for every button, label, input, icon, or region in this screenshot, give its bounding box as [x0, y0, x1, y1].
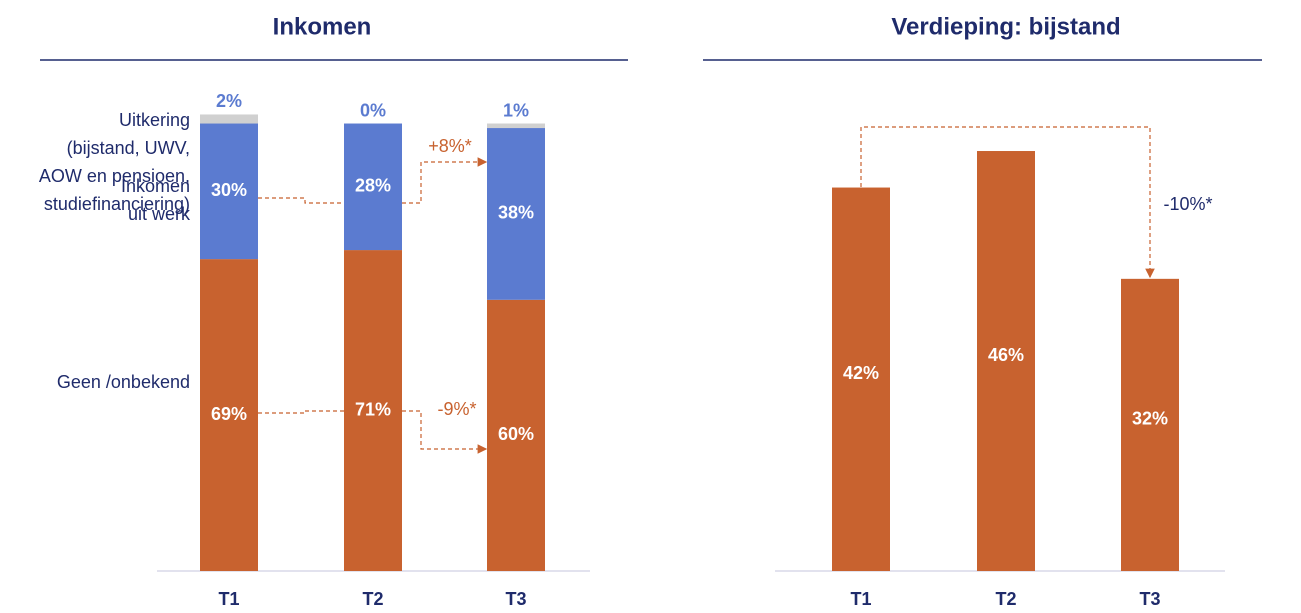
- bar-segment: [487, 299, 545, 571]
- bar-segment: [200, 259, 258, 571]
- annotation: +8%*: [428, 136, 472, 156]
- bar: [977, 151, 1035, 571]
- bar-segment: [487, 128, 545, 300]
- data-label: 69%: [211, 404, 247, 424]
- data-label: 0%: [360, 100, 386, 120]
- data-label: 32%: [1132, 409, 1168, 429]
- bar-segment: [487, 123, 545, 129]
- legend-label: Inkomen uit werk: [120, 176, 190, 224]
- x-tick-label: T3: [505, 589, 526, 609]
- bar-segment: [344, 123, 402, 251]
- data-label: 46%: [988, 345, 1024, 365]
- x-tick-label: T3: [1139, 589, 1160, 609]
- data-label: 60%: [498, 424, 534, 444]
- data-label: 38%: [498, 203, 534, 223]
- bar-segment: [200, 114, 258, 124]
- data-label: 71%: [355, 399, 391, 419]
- x-tick-label: T1: [850, 589, 871, 609]
- legend-label: Uitkering (bijstand, UWV, AOW en pensioe…: [38, 110, 190, 214]
- bar-segment: [200, 123, 258, 260]
- bar-segment: [344, 250, 402, 571]
- data-label: 30%: [211, 180, 247, 200]
- data-label: 2%: [216, 91, 242, 111]
- data-label: 28%: [355, 176, 391, 196]
- x-tick-label: T1: [218, 589, 239, 609]
- data-label: 1%: [503, 100, 529, 120]
- data-label: 42%: [843, 363, 879, 383]
- bar: [1121, 278, 1179, 571]
- chart-title: Verdieping: bijstand: [891, 13, 1120, 40]
- legend-label: Geen /onbekend: [56, 372, 190, 392]
- x-tick-label: T2: [995, 589, 1016, 609]
- annotation: -9%*: [437, 399, 476, 419]
- x-tick-label: T2: [362, 589, 383, 609]
- chart-title: Inkomen: [273, 13, 372, 40]
- bar: [832, 187, 890, 572]
- annotation: -10%*: [1163, 194, 1212, 214]
- connectors: [258, 126, 1155, 454]
